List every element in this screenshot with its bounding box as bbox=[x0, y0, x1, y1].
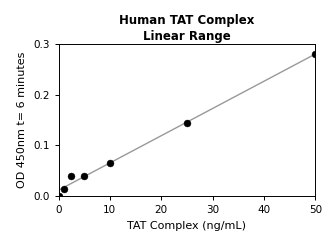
Point bbox=[184, 121, 189, 124]
Point bbox=[313, 52, 318, 56]
Point bbox=[69, 174, 74, 178]
Point bbox=[107, 161, 112, 165]
Title: Human TAT Complex
Linear Range: Human TAT Complex Linear Range bbox=[119, 14, 254, 43]
Point bbox=[56, 194, 61, 198]
X-axis label: TAT Complex (ng/mL): TAT Complex (ng/mL) bbox=[127, 220, 246, 231]
Point bbox=[82, 174, 87, 178]
Point bbox=[61, 187, 66, 191]
Y-axis label: OD 450nm t= 6 minutes: OD 450nm t= 6 minutes bbox=[18, 52, 27, 188]
